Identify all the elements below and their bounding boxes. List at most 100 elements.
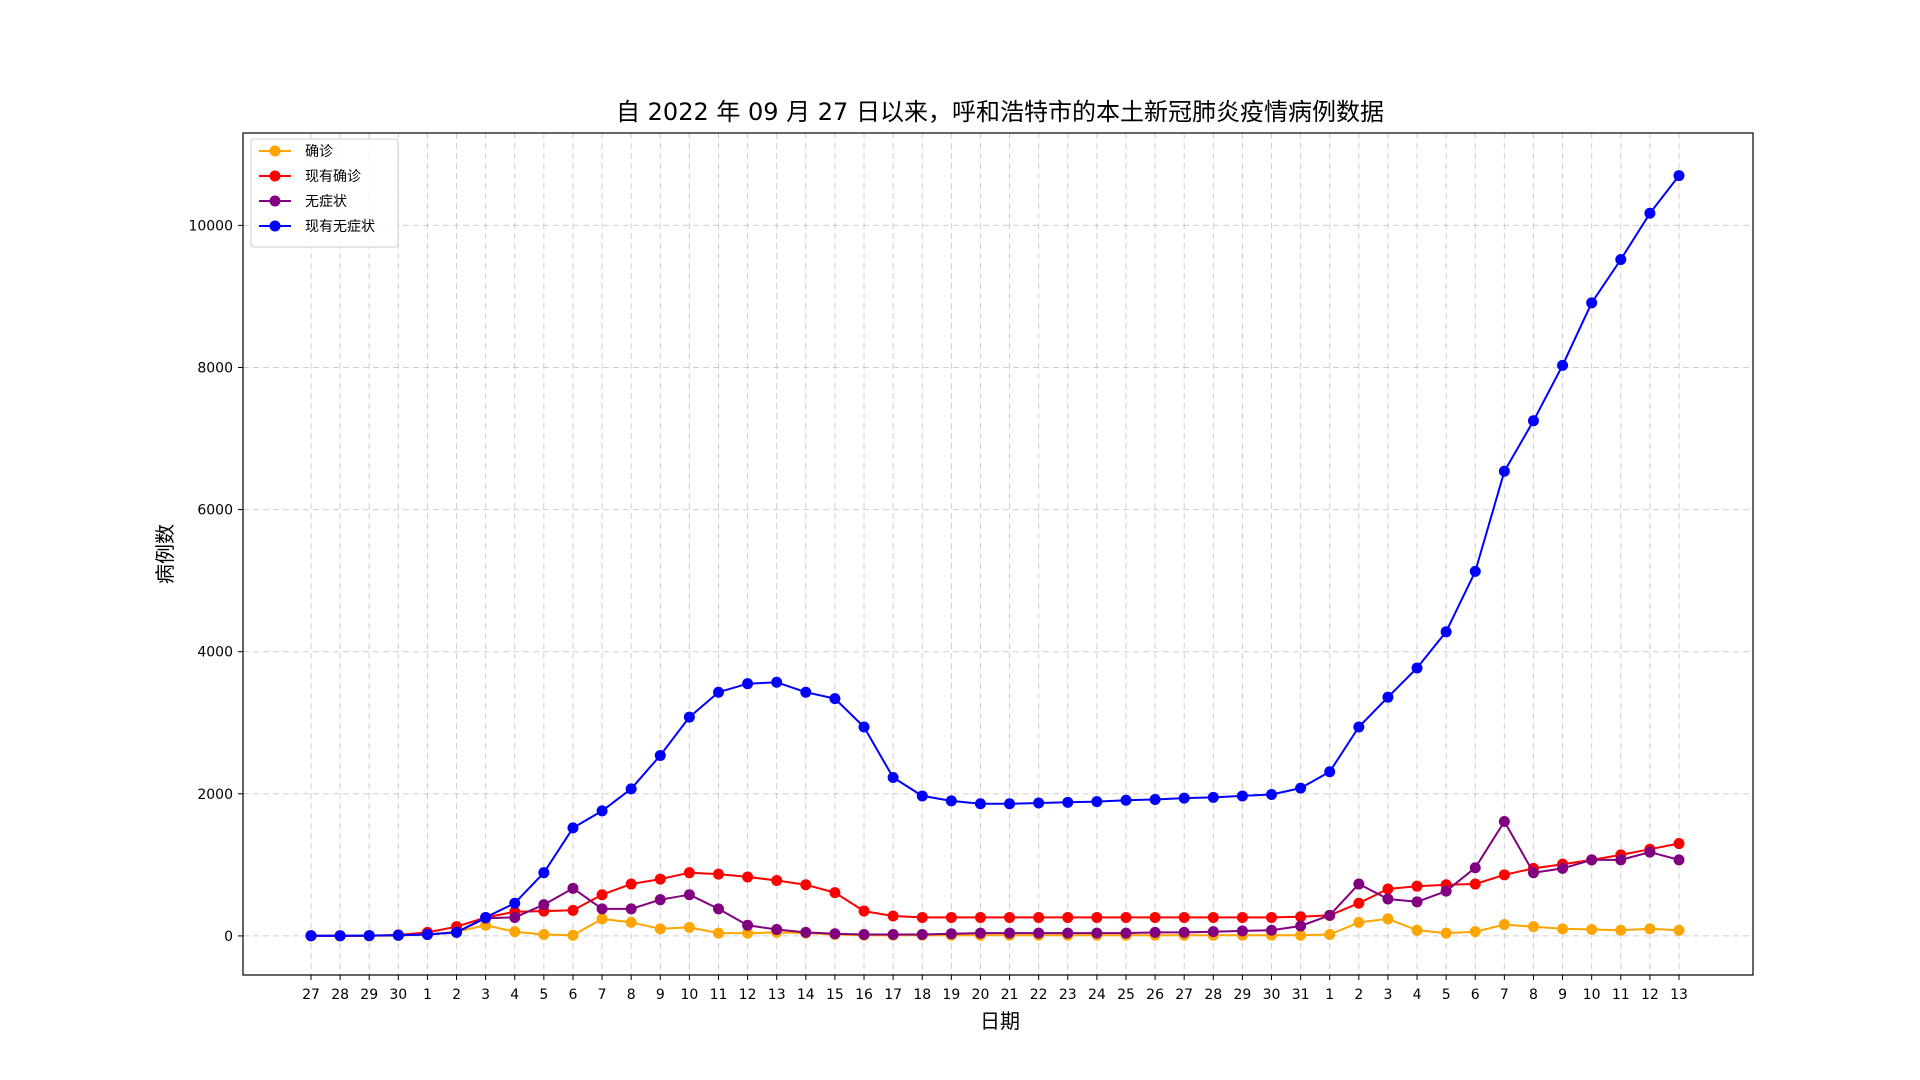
data-point: [858, 928, 870, 940]
data-point: [1353, 897, 1365, 909]
data-point: [712, 868, 724, 880]
x-tick-label: 26: [1146, 987, 1164, 1003]
data-point: [480, 911, 492, 923]
data-point: [1295, 782, 1307, 794]
x-axis-label: 日期: [980, 1009, 1020, 1033]
legend-entry: 无症状: [259, 194, 347, 210]
data-point: [538, 867, 550, 879]
data-point: [916, 928, 928, 940]
data-point: [1004, 927, 1016, 939]
data-point: [334, 930, 346, 942]
y-tick-label: 10000: [188, 218, 233, 234]
x-tick-label: 29: [360, 987, 378, 1003]
x-tick-label: 6: [1471, 987, 1480, 1003]
data-point: [1207, 791, 1219, 803]
data-point: [1469, 926, 1481, 938]
data-point: [1120, 911, 1132, 923]
y-tick-label: 0: [224, 929, 233, 945]
legend-marker: [269, 170, 281, 182]
data-point: [1207, 911, 1219, 923]
x-tick-label: 8: [1529, 987, 1538, 1003]
data-point: [858, 721, 870, 733]
data-point: [1207, 926, 1219, 938]
x-tick-label: 12: [1641, 987, 1659, 1003]
x-tick-label: 19: [942, 987, 960, 1003]
data-point: [1266, 789, 1278, 801]
data-point: [1266, 924, 1278, 936]
data-point: [1149, 911, 1161, 923]
y-tick-label: 2000: [197, 787, 233, 803]
data-point: [567, 929, 579, 941]
data-point: [1120, 794, 1132, 806]
data-point: [451, 926, 463, 938]
data-point: [1178, 911, 1190, 923]
legend-entry: 现有无症状: [259, 219, 375, 235]
data-point: [800, 926, 812, 938]
x-tick-label: 13: [1670, 987, 1688, 1003]
data-point: [1527, 867, 1539, 879]
x-tick-label: 1: [1325, 987, 1334, 1003]
data-point: [1236, 911, 1248, 923]
data-point: [1673, 838, 1685, 850]
x-axis: 27 28 29 30 1 2 3 4 5 6 7 8 9 10 11 12 13 14 15 16 17 18 19 20 2…: [302, 975, 1688, 1003]
x-tick-label: 9: [1558, 987, 1567, 1003]
x-tick-label: 21: [1001, 987, 1019, 1003]
data-point: [1411, 662, 1423, 674]
data-point: [1440, 927, 1452, 939]
data-point: [1615, 924, 1627, 936]
data-point: [1644, 207, 1656, 219]
data-point: [567, 904, 579, 916]
legend-label: 现有确诊: [305, 169, 361, 185]
data-point: [1469, 565, 1481, 577]
data-point: [829, 928, 841, 940]
data-point: [1266, 911, 1278, 923]
data-point: [421, 928, 433, 940]
legend-label: 现有无症状: [305, 219, 375, 235]
data-point: [858, 905, 870, 917]
x-tick-label: 7: [1500, 987, 1509, 1003]
data-point: [742, 927, 754, 939]
data-point: [654, 749, 666, 761]
x-tick-label: 3: [481, 987, 490, 1003]
data-point: [1236, 790, 1248, 802]
data-point: [1178, 792, 1190, 804]
data-point: [654, 923, 666, 935]
data-point: [1033, 927, 1045, 939]
x-tick-label: 4: [1413, 987, 1422, 1003]
data-point: [742, 871, 754, 883]
y-axis: 0 2000 4000 6000 8000 10000: [188, 218, 243, 945]
legend-label: 确诊: [305, 144, 333, 160]
y-tick-label: 4000: [197, 645, 233, 661]
x-tick-label: 23: [1059, 987, 1077, 1003]
y-tick-label: 6000: [197, 503, 233, 519]
data-point: [1120, 927, 1132, 939]
data-point: [1411, 880, 1423, 892]
data-point: [1178, 926, 1190, 938]
data-point: [1586, 924, 1598, 936]
data-point: [1615, 854, 1627, 866]
data-point: [771, 874, 783, 886]
data-point: [683, 889, 695, 901]
x-tick-label: 29: [1233, 987, 1251, 1003]
data-point: [1498, 919, 1510, 931]
x-tick-label: 12: [739, 987, 757, 1003]
data-point: [654, 873, 666, 885]
x-tick-label: 10: [680, 987, 698, 1003]
data-point: [625, 878, 637, 890]
x-tick-label: 11: [710, 987, 728, 1003]
data-point: [509, 897, 521, 909]
data-point: [945, 911, 957, 923]
x-tick-label: 14: [797, 987, 815, 1003]
data-point: [916, 790, 928, 802]
data-point: [1295, 929, 1307, 941]
data-point: [1382, 893, 1394, 905]
data-point: [538, 899, 550, 911]
x-tick-label: 2: [452, 987, 461, 1003]
data-point: [887, 910, 899, 922]
data-point: [683, 711, 695, 723]
data-point: [1033, 797, 1045, 809]
data-point: [742, 919, 754, 931]
x-tick-label: 15: [826, 987, 844, 1003]
